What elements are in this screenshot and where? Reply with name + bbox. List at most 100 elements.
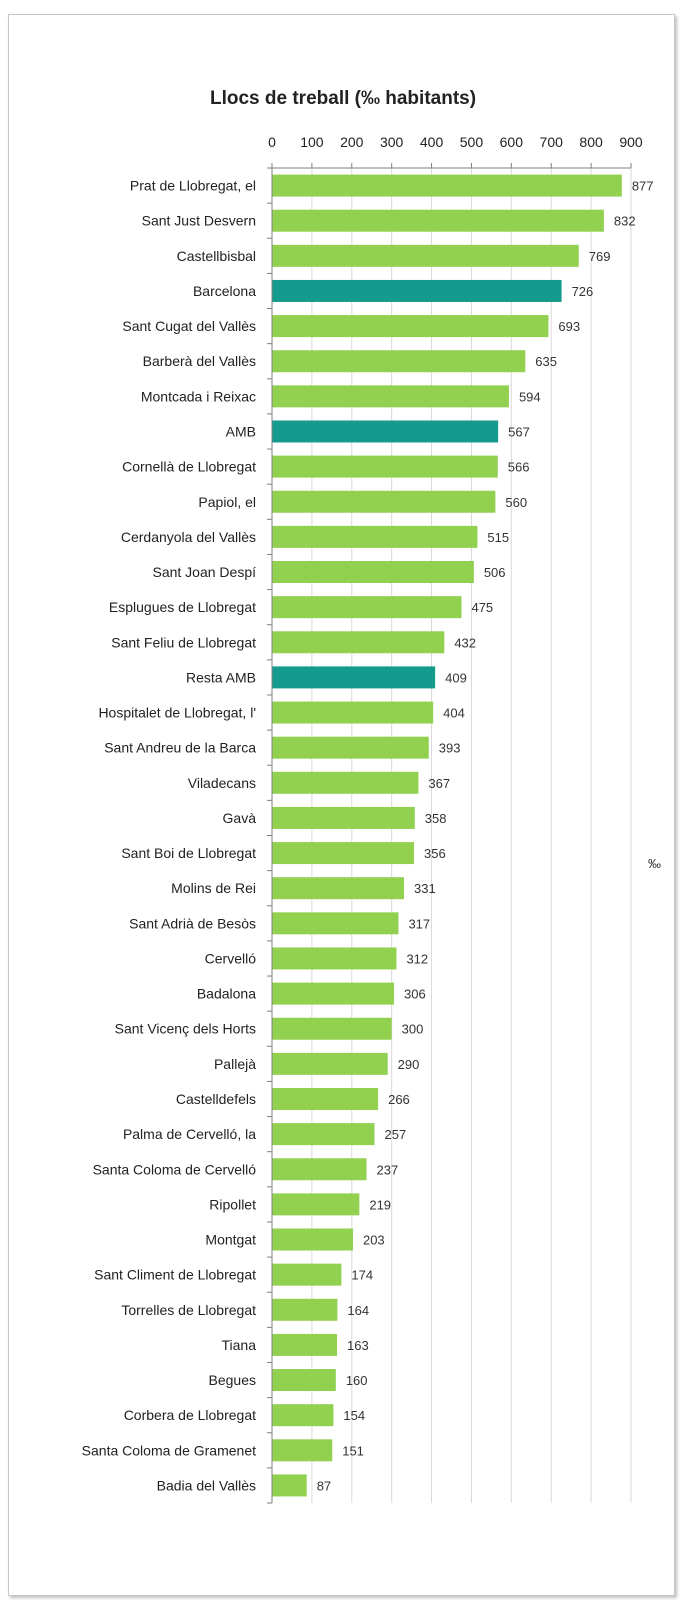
- axes: [267, 163, 632, 1504]
- bar: [272, 1017, 392, 1040]
- unit-label: ‰: [648, 856, 661, 871]
- data-label: 594: [519, 389, 541, 404]
- category-label: Sant Cugat del Vallès: [122, 318, 256, 334]
- data-label: 356: [424, 846, 446, 861]
- category-label: Castelldefels: [176, 1091, 256, 1107]
- category-label: Sant Joan Despí: [152, 564, 256, 580]
- category-label: Sant Boi de Llobregat: [121, 845, 256, 861]
- category-label: Cervelló: [205, 950, 257, 966]
- category-label: Badalona: [197, 986, 256, 1002]
- bar: [272, 596, 462, 619]
- category-label: Badia del Vallès: [157, 1477, 256, 1493]
- bar: [272, 525, 478, 548]
- data-label: 203: [363, 1233, 385, 1248]
- x-tick-labels: 0 100 200 300 400 500 600 700 800 900: [268, 134, 643, 150]
- data-label: 506: [484, 565, 506, 580]
- category-label: Montcada i Reixac: [141, 388, 256, 404]
- bar: [272, 244, 579, 267]
- category-label: Cornellà de Llobregat: [122, 459, 256, 475]
- category-label: Begues: [209, 1372, 256, 1388]
- bar: [272, 1263, 342, 1286]
- x-tick-label: 500: [460, 134, 484, 150]
- data-label: 769: [589, 249, 611, 264]
- bar: [272, 666, 436, 689]
- data-label: 160: [346, 1373, 368, 1388]
- category-label: Sant Adrià de Besòs: [129, 915, 256, 931]
- category-label: Montgat: [205, 1232, 256, 1248]
- data-label: 404: [443, 706, 465, 721]
- bar: [272, 385, 509, 408]
- data-label: 877: [632, 179, 654, 194]
- x-tick-label: 300: [380, 134, 404, 150]
- bar: [272, 771, 419, 794]
- category-label: AMB: [226, 423, 256, 439]
- chart-frame: [8, 14, 675, 1596]
- data-label: 393: [439, 741, 461, 756]
- data-label: 331: [414, 881, 436, 896]
- category-label: Viladecans: [188, 775, 256, 791]
- category-label: Resta AMB: [186, 669, 256, 685]
- bar: [272, 490, 496, 513]
- data-label: 151: [342, 1443, 364, 1458]
- data-label: 317: [408, 916, 430, 931]
- bar: [272, 1123, 375, 1146]
- bar: [272, 1333, 338, 1356]
- category-label: Torrelles de Llobregat: [121, 1302, 256, 1318]
- bar: [272, 455, 498, 478]
- category-label: Barberà del Vallès: [143, 353, 256, 369]
- category-label: Esplugues de Llobregat: [109, 599, 256, 615]
- bar: [272, 912, 399, 935]
- category-label: Sant Just Desvern: [142, 213, 256, 229]
- data-label: 174: [351, 1268, 373, 1283]
- x-tick-label: 100: [300, 134, 324, 150]
- bar: [272, 279, 562, 302]
- category-label: Tiana: [221, 1337, 256, 1353]
- chart-title: Llocs de treball (‰ habitants): [210, 88, 477, 109]
- category-label: Ripollet: [209, 1196, 256, 1212]
- data-label: 635: [535, 354, 557, 369]
- bar: [272, 1474, 307, 1497]
- data-label: 560: [505, 495, 527, 510]
- category-label: Prat de Llobregat, el: [130, 178, 256, 194]
- bar: [272, 947, 397, 970]
- bar: [272, 1439, 333, 1462]
- data-label: 237: [377, 1162, 399, 1177]
- data-label: 726: [572, 284, 594, 299]
- bar: [272, 561, 474, 584]
- bar: [272, 1369, 336, 1392]
- bar: [272, 1298, 338, 1321]
- data-label: 693: [558, 319, 580, 334]
- x-tick-label: 0: [268, 134, 276, 150]
- category-label: Hospitalet de Llobregat, l': [98, 705, 256, 721]
- data-label: 290: [398, 1057, 420, 1072]
- data-label: 266: [388, 1092, 410, 1107]
- data-label: 475: [471, 600, 493, 615]
- data-label: 312: [406, 951, 428, 966]
- bar: [272, 701, 434, 724]
- bar: [272, 174, 622, 197]
- bar: [272, 1158, 367, 1181]
- data-label: 432: [454, 635, 476, 650]
- x-tick-label: 700: [540, 134, 564, 150]
- category-label: Molins de Rei: [171, 880, 256, 896]
- x-tick-label: 400: [420, 134, 444, 150]
- bar: [272, 420, 499, 443]
- value-labels: 877 832 769 726 693 635 594 567 566 560 515 506 475 4…: [317, 179, 654, 1494]
- bar: [272, 631, 445, 654]
- bar: [272, 315, 549, 338]
- data-label: 257: [385, 1127, 407, 1142]
- category-label: Papiol, el: [198, 494, 256, 510]
- category-labels: Prat de Llobregat, el Sant Just Desvern Ca…: [82, 178, 257, 1494]
- data-label: 300: [402, 1022, 424, 1037]
- bar: [272, 842, 415, 865]
- bars: [272, 174, 622, 1497]
- category-label: Santa Coloma de Gramenet: [82, 1442, 256, 1458]
- x-tick-label: 200: [340, 134, 364, 150]
- data-label: 163: [347, 1338, 369, 1353]
- data-label: 567: [508, 424, 530, 439]
- data-label: 87: [317, 1478, 331, 1493]
- data-label: 164: [347, 1303, 369, 1318]
- bar: [272, 982, 395, 1005]
- category-label: Santa Coloma de Cervelló: [93, 1161, 257, 1177]
